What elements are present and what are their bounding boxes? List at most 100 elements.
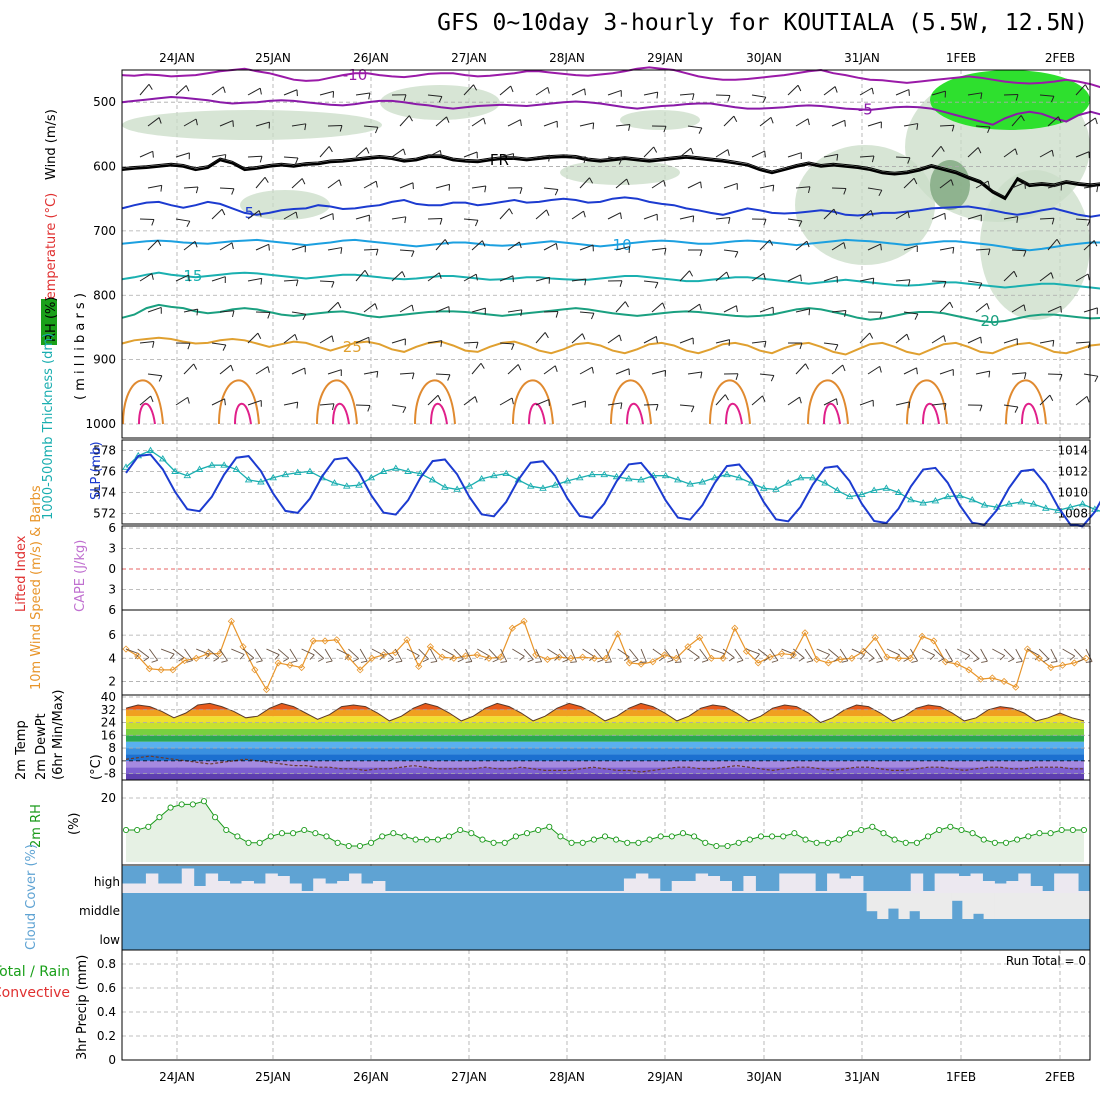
wind-barb-10m: [160, 648, 175, 660]
temp-line: [125, 702, 1085, 724]
wind-barb: [643, 91, 659, 99]
wind-speed-marker: [309, 637, 317, 645]
rh-marker: [256, 839, 263, 846]
rh-marker: [958, 826, 965, 834]
wind-barb: [543, 311, 559, 318]
cloud-high-gap: [910, 873, 924, 891]
wind-barb: [1011, 304, 1026, 313]
wind-barb: [751, 340, 767, 348]
rh-marker: [568, 839, 575, 846]
panel-frame-lifted: [121, 525, 1091, 611]
cloud-label: Cloud Cover (%): [24, 844, 39, 950]
wind-barb: [651, 179, 666, 189]
wind-barb: [507, 241, 522, 251]
wind-barb-10m: [874, 648, 884, 663]
rh-marker: [1002, 839, 1010, 846]
wind-barb: [355, 92, 371, 100]
rh-marker: [523, 830, 531, 837]
wind-barb: [291, 367, 306, 375]
wind-barb-10m: [1038, 648, 1050, 663]
cloud-high-gap: [707, 876, 721, 891]
wind-speed-marker: [415, 662, 423, 670]
isotherm-FR: [121, 155, 1100, 201]
rh-marker: [301, 826, 308, 834]
rh-marker: [769, 833, 776, 840]
wind-barb-10m: [1062, 648, 1076, 661]
wind-barb: [211, 276, 226, 284]
wind-barb: [427, 394, 442, 406]
wind-barb: [247, 277, 263, 285]
temp-band: [126, 741, 1084, 749]
wind-barb: [823, 208, 838, 220]
temp-tick: 16: [101, 728, 116, 742]
wind-barb: [607, 280, 623, 287]
wind-barb: [211, 154, 227, 161]
wind-barb: [463, 396, 478, 406]
rh-marker: [134, 826, 141, 834]
wind-speed-marker: [555, 653, 563, 661]
rh2m-label: 2m RH: [29, 804, 44, 848]
wind-barb: [895, 401, 911, 409]
wind-barb-10m: [921, 648, 936, 660]
thickness-tick: 576: [93, 465, 116, 479]
temp-band: [126, 773, 1084, 780]
wind-barb-10m: [629, 648, 639, 663]
wind-barb: [1039, 339, 1055, 347]
wind-barb: [867, 187, 883, 197]
wind-barb: [823, 153, 839, 161]
wind-barb-10m: [512, 648, 525, 661]
wind-barb-10m: [465, 648, 473, 663]
wind-barb-10m: [734, 648, 744, 663]
wind-barb-10m: [394, 648, 403, 663]
rh-label: RH (%): [44, 297, 59, 342]
wind-barb: [327, 369, 342, 377]
date-label-top: 1FEB: [946, 51, 976, 65]
rh-marker: [234, 833, 241, 840]
wind-barb: [283, 211, 298, 220]
rh-marker: [178, 801, 185, 808]
date-label-bottom: 29JAN: [647, 1070, 683, 1084]
temp-band: [126, 767, 1084, 774]
thickness-marker: [232, 465, 241, 472]
thickness-marker: [146, 446, 155, 453]
rh-marker: [947, 823, 954, 830]
panel-border: [121, 525, 1091, 611]
wind-barb: [975, 302, 990, 313]
thickness-marker: [490, 471, 498, 479]
wind-speed-marker: [930, 637, 938, 645]
thickness-marker: [416, 469, 425, 477]
date-label-bottom: 1FEB: [946, 1070, 976, 1084]
date-label-bottom: 26JAN: [353, 1070, 389, 1084]
thickness-marker: [195, 465, 204, 472]
rh-marker: [145, 823, 152, 830]
wind-speed-marker: [461, 652, 470, 660]
cloud-high-gap: [181, 868, 195, 891]
wind-barb-10m: [793, 648, 805, 662]
rh-shade: [795, 145, 935, 265]
wind-barb: [319, 213, 334, 220]
date-label-top: 25JAN: [255, 51, 291, 65]
wind-speed-line: [125, 619, 1087, 691]
thickness-marker: [379, 467, 388, 474]
date-label-top: 2FEB: [1045, 51, 1075, 65]
wind-barb: [723, 115, 738, 127]
rh-shade: [122, 110, 382, 140]
cape-labels: CAPE (J/kg): [73, 540, 88, 612]
wind-speed-marker: [485, 654, 493, 662]
rh-marker: [702, 839, 709, 846]
rh-marker: [501, 839, 508, 846]
wind-barb-10m: [746, 648, 760, 660]
wind-barb: [1047, 373, 1063, 381]
cloud-level: high: [94, 875, 120, 889]
cloud-high-gap: [1018, 873, 1031, 891]
wind-barb: [535, 399, 550, 406]
date-label-top: 31JAN: [844, 51, 880, 65]
isotherm-35-loop: [138, 402, 156, 425]
wind-barb: [571, 400, 586, 408]
wind-barb-10m: [757, 648, 770, 662]
isotherm-35-loop: [234, 402, 252, 425]
temp-tick: -8: [104, 767, 116, 781]
wind-barb-10m: [336, 648, 350, 660]
rh-marker: [713, 842, 720, 850]
wind-tick: 2: [108, 674, 116, 688]
